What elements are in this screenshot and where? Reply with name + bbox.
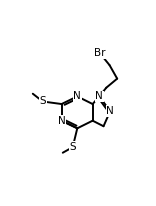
- Text: Br: Br: [94, 48, 106, 58]
- Text: N: N: [106, 106, 114, 116]
- Text: N: N: [58, 116, 66, 126]
- Text: N: N: [73, 91, 81, 101]
- Text: S: S: [69, 142, 76, 152]
- Text: N: N: [95, 91, 103, 101]
- Text: S: S: [39, 96, 46, 107]
